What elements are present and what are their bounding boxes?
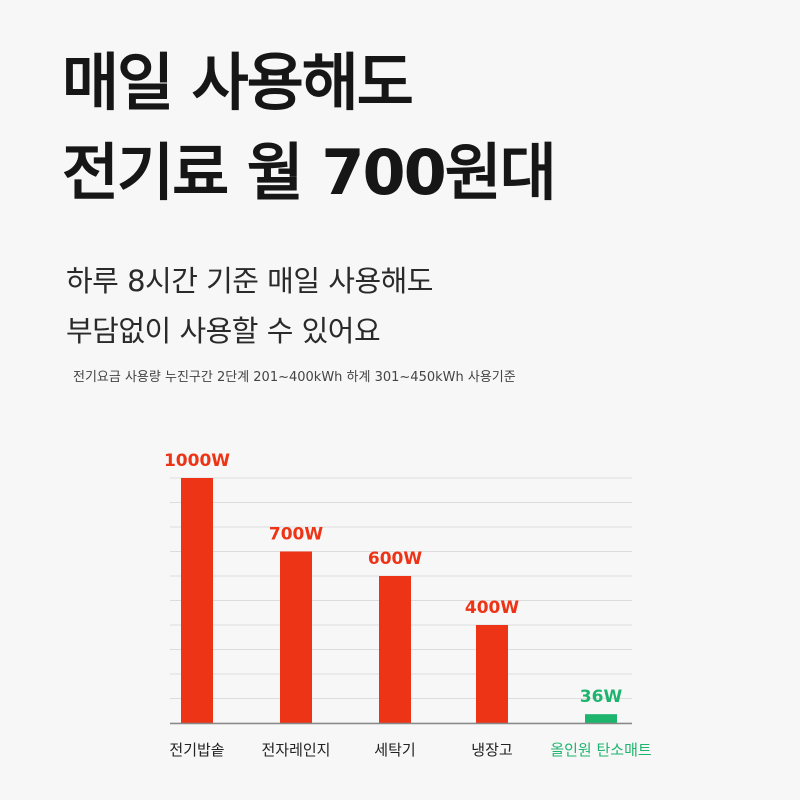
category-label: 올인원 탄소매트 (550, 741, 652, 759)
chart-bars: 1000W 전기밥솥 700W 전자레인지 600W 세탁기 400W 냉장고 36W 올인원 탄… (164, 451, 652, 759)
headline-line-1: 매일 사용해도 (62, 46, 414, 119)
bar-value-label: 600W (368, 549, 422, 569)
category-label: 전기밥솥 (169, 741, 224, 759)
bar (585, 714, 617, 723)
headline: 매일 사용해도 전기료 월 700원대 (62, 38, 557, 218)
bar-value-label: 1000W (164, 451, 230, 471)
subtext: 하루 8시간 기준 매일 사용해도 부담없이 사용할 수 있어요 (66, 256, 433, 356)
bar (379, 576, 411, 723)
bar-value-label: 700W (269, 525, 323, 545)
category-label: 세탁기 (374, 741, 415, 759)
subtext-line-1: 하루 8시간 기준 매일 사용해도 (66, 264, 433, 298)
category-label: 전자레인지 (261, 741, 330, 759)
footnote: 전기요금 사용량 누진구간 2단계 201~400kWh 하계 301~450k… (73, 370, 516, 385)
bar (476, 625, 508, 723)
bar (280, 551, 312, 723)
bar (181, 478, 213, 723)
headline-line-2: 전기료 월 700원대 (62, 136, 557, 209)
subtext-line-2: 부담없이 사용할 수 있어요 (66, 314, 381, 348)
bar-value-label: 400W (465, 598, 519, 618)
category-label: 냉장고 (471, 741, 512, 759)
bar-value-label: 36W (580, 687, 623, 707)
